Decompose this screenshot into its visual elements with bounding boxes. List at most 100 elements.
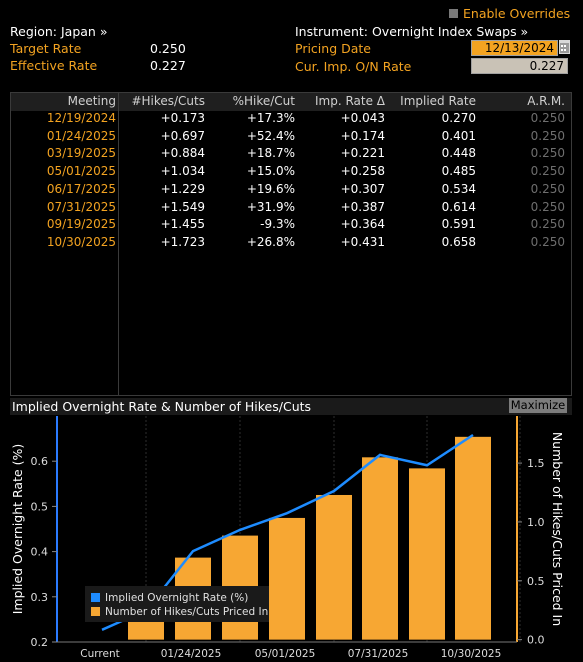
right-tick-label: 0.5 — [527, 575, 545, 588]
cur-imp-label: Cur. Imp. O/N Rate — [295, 59, 412, 74]
column-header[interactable]: #Hikes/Cuts — [131, 94, 205, 108]
table-cell: +1.034 — [160, 164, 205, 179]
x-tick-label: 10/30/2025 — [441, 648, 502, 660]
table-cell: +0.364 — [340, 217, 385, 232]
table-cell: +52.4% — [246, 128, 295, 143]
maximize-button[interactable]: Maximize — [509, 398, 567, 413]
meeting-date-cell: 05/01/2025 — [46, 164, 116, 179]
left-tick-label: 0.5 — [31, 500, 49, 513]
column-header[interactable]: A.R.M. — [527, 94, 565, 108]
chart-header: Implied Overnight Rate & Number of Hikes… — [10, 398, 572, 415]
column-header[interactable]: Imp. Rate Δ — [314, 94, 385, 108]
table-cell: +1.455 — [160, 217, 205, 232]
calendar-icon[interactable] — [559, 40, 570, 54]
effective-rate-value: 0.227 — [150, 58, 186, 73]
legend-label: Implied Overnight Rate (%) — [105, 592, 249, 604]
effective-rate-label: Effective Rate — [10, 58, 98, 73]
legend-label: Number of Hikes/Cuts Priced In — [105, 606, 269, 618]
table-cell: +1.229 — [160, 181, 205, 196]
table-cell: 0.250 — [530, 217, 565, 232]
left-tick-label: 0.6 — [31, 455, 49, 468]
region-selector[interactable]: Region: Japan » — [10, 24, 108, 39]
meeting-date-cell: 01/24/2025 — [46, 128, 116, 143]
instrument-selector[interactable]: Instrument: Overnight Index Swaps » — [295, 24, 529, 39]
table-cell: +0.221 — [340, 146, 385, 161]
meeting-date-cell: 07/31/2025 — [46, 199, 116, 214]
pricing-date-input[interactable]: 12/13/2024 — [471, 40, 558, 56]
enable-overrides-label: Enable Overrides — [463, 6, 571, 21]
table-cell: 0.658 — [441, 234, 476, 249]
table-cell: -9.3% — [260, 217, 295, 232]
table-cell: 0.250 — [530, 111, 565, 125]
meeting-date-cell: 12/19/2024 — [46, 111, 116, 125]
x-tick-label: 07/31/2025 — [348, 648, 409, 660]
table-cell: +0.173 — [160, 111, 205, 125]
table-cell: 0.448 — [441, 146, 476, 161]
table-cell: +0.387 — [340, 199, 385, 214]
right-tick-label: 1.0 — [527, 516, 545, 529]
meeting-date-cell: 06/17/2025 — [46, 181, 116, 196]
table-header: Meeting #Hikes/Cuts %Hike/Cut Imp. Rate Δ Im… — [11, 93, 571, 111]
table-cell: 0.485 — [441, 164, 476, 179]
x-tick-label: 01/24/2025 — [161, 648, 222, 660]
x-tick-label: 05/01/2025 — [255, 648, 316, 660]
bar-hikes-05/01/2025 — [269, 517, 305, 640]
table-cell: +31.9% — [246, 199, 295, 214]
table-cell: 0.250 — [530, 164, 565, 179]
table-cell: 0.250 — [530, 199, 565, 214]
x-tick-label: Current — [80, 648, 119, 660]
cur-imp-rate-input[interactable]: 0.227 — [471, 58, 568, 74]
right-axis-label: Number of Hikes/Cuts Priced In — [550, 432, 565, 626]
meeting-date-cell: 10/30/2025 — [46, 234, 116, 249]
enable-overrides-checkbox[interactable] — [449, 9, 458, 18]
legend-swatch-line — [91, 593, 100, 602]
meetings-table: Meeting #Hikes/Cuts %Hike/Cut Imp. Rate Δ Im… — [10, 92, 572, 396]
table-cell: 0.534 — [441, 181, 476, 196]
left-axis-label: Implied Overnight Rate (%) — [10, 444, 25, 615]
legend-item-hikes: Number of Hikes/Cuts Priced In — [91, 606, 268, 618]
table-cell: +0.174 — [340, 128, 385, 143]
pricing-date-label: Pricing Date — [295, 41, 371, 56]
target-rate-value: 0.250 — [150, 41, 186, 56]
right-tick-label: 0.0 — [527, 634, 545, 647]
table-cell: 0.250 — [530, 128, 565, 143]
table-cell: 0.614 — [441, 199, 476, 214]
legend-item-implied-rate: Implied Overnight Rate (%) — [91, 592, 248, 604]
column-divider — [118, 93, 119, 395]
target-rate-label: Target Rate — [10, 41, 82, 56]
left-tick-label: 0.2 — [31, 636, 49, 649]
bar-hikes-06/17/2025 — [316, 494, 352, 640]
bar-hikes-09/19/2025 — [409, 468, 445, 640]
meeting-date-cell: 03/19/2025 — [46, 146, 116, 161]
right-tick-label: 1.5 — [527, 457, 545, 470]
table-cell: +18.7% — [246, 146, 295, 161]
column-header[interactable]: Meeting — [67, 94, 116, 108]
chart-title: Implied Overnight Rate & Number of Hikes… — [12, 399, 312, 414]
table-cell: 0.591 — [441, 217, 476, 232]
left-tick-label: 0.3 — [31, 591, 49, 604]
table-cell: 0.250 — [530, 181, 565, 196]
table-cell: 0.250 — [530, 234, 565, 249]
table-cell: +0.258 — [340, 164, 385, 179]
table-cell: +19.6% — [246, 181, 295, 196]
bar-hikes-10/30/2025 — [455, 436, 491, 640]
table-cell: 0.250 — [530, 146, 565, 161]
table-cell: +1.723 — [160, 234, 205, 249]
table-cell: 0.401 — [441, 128, 476, 143]
column-header[interactable]: %Hike/Cut — [232, 94, 295, 108]
table-cell: +1.549 — [160, 199, 205, 214]
table-cell: 0.270 — [441, 111, 476, 125]
table-cell: +0.307 — [340, 181, 385, 196]
table-cell: +26.8% — [246, 234, 295, 249]
column-header[interactable]: Implied Rate — [400, 94, 476, 108]
legend-swatch-bar — [91, 607, 100, 616]
bar-hikes-12/19/2024 — [128, 619, 164, 640]
table-cell: +0.043 — [340, 111, 385, 125]
left-tick-label: 0.4 — [31, 546, 49, 559]
bar-hikes-07/31/2025 — [362, 457, 398, 640]
table-cell: +0.884 — [160, 146, 205, 161]
table-cell: +15.0% — [246, 164, 295, 179]
table-cell: +0.697 — [160, 128, 205, 143]
table-cell: +17.3% — [246, 111, 295, 125]
